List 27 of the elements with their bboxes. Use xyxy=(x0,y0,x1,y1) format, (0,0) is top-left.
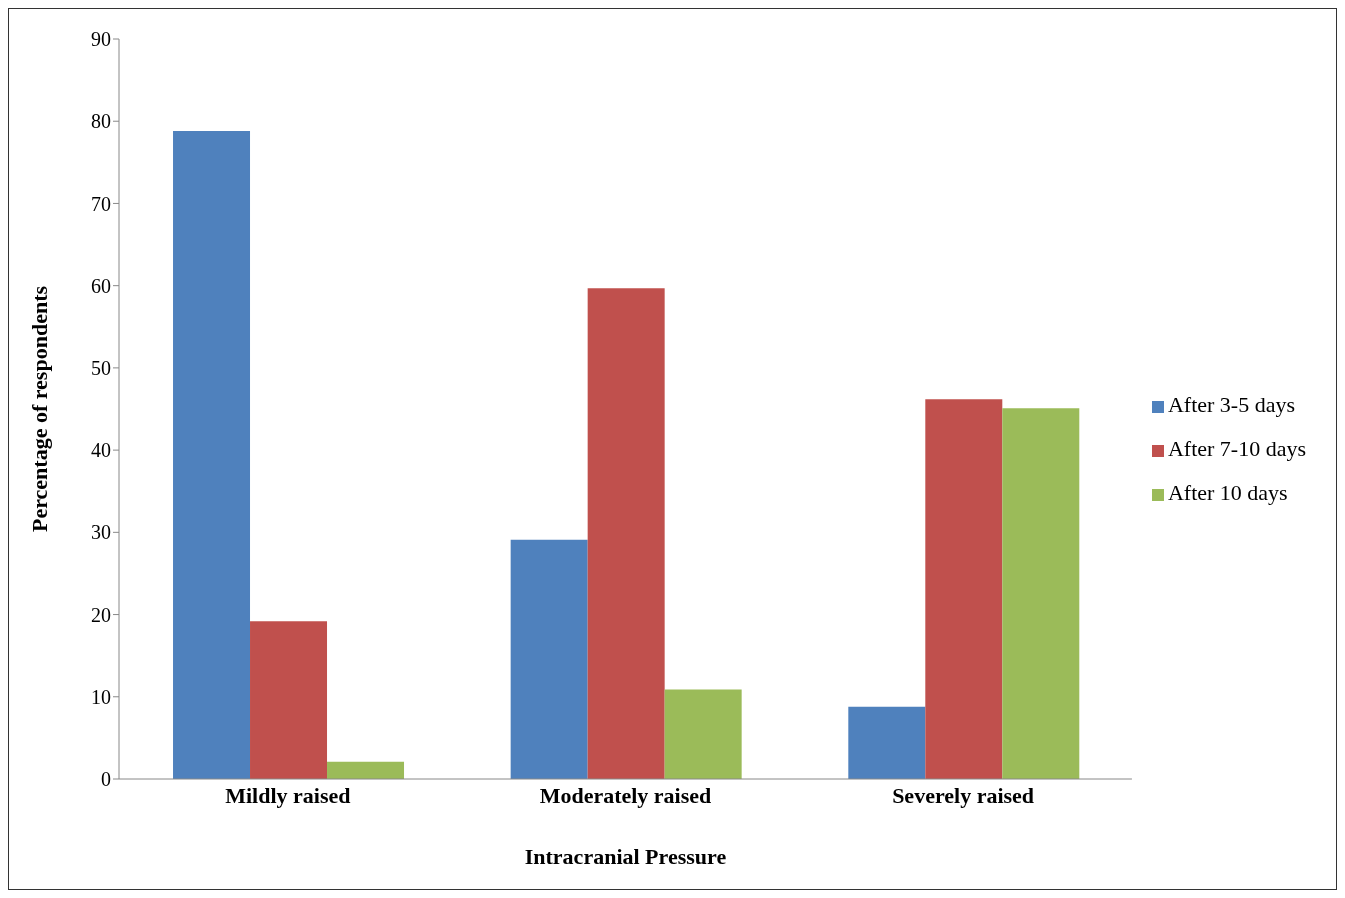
legend-label: After 10 days xyxy=(1167,480,1288,505)
bar xyxy=(848,706,926,779)
bar xyxy=(925,399,1003,779)
y-tick-label: 10 xyxy=(91,685,111,708)
y-tick-label: 60 xyxy=(91,274,111,297)
bar xyxy=(250,621,328,779)
x-axis-title: Intracranial Pressure xyxy=(524,844,727,869)
y-axis-title: Percentage of respondents xyxy=(26,285,52,533)
x-tick-label: Moderately raised xyxy=(539,782,712,808)
legend-label: After 3-5 days xyxy=(1167,392,1295,417)
x-tick-label: Severely raised xyxy=(892,782,1035,808)
bar xyxy=(173,131,251,779)
y-tick-label: 30 xyxy=(91,521,111,544)
bar xyxy=(664,689,742,779)
legend-label: After 7-10 days xyxy=(1167,436,1306,461)
bar xyxy=(1002,408,1080,779)
y-tick-label: 0 xyxy=(101,768,111,791)
bar xyxy=(510,539,588,779)
x-tick-label: Mildly raised xyxy=(225,782,351,808)
y-tick-label: 50 xyxy=(91,356,111,379)
bar xyxy=(587,288,665,779)
y-tick-label: 20 xyxy=(91,603,111,626)
y-tick-label: 70 xyxy=(91,192,111,215)
bar xyxy=(327,761,405,779)
y-tick-label: 90 xyxy=(91,28,111,51)
y-tick-label: 40 xyxy=(91,439,111,462)
y-tick-label: 80 xyxy=(91,110,111,133)
